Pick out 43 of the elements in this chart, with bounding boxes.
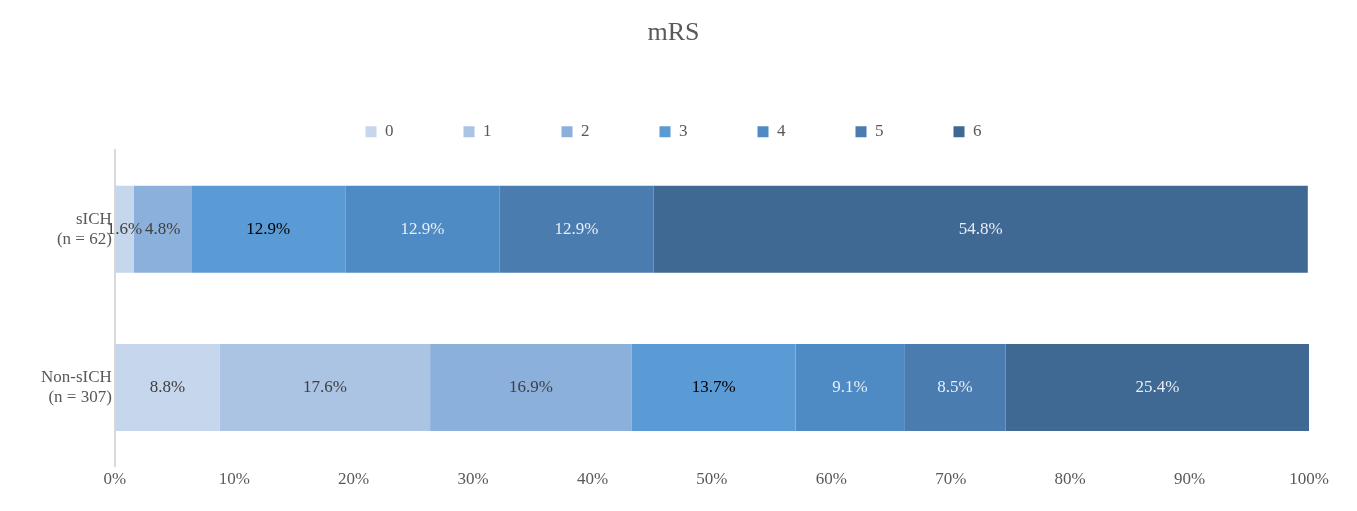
data-label: 54.8%: [958, 218, 1003, 238]
bar: [1005, 344, 1309, 432]
legend-label: 1: [483, 121, 492, 141]
data-label: 12.9%: [554, 218, 599, 238]
data-label: 12.9%: [246, 218, 291, 238]
x-tick-label: 50%: [696, 469, 728, 489]
x-tick-label: 20%: [338, 469, 370, 489]
legend-label: 0: [385, 121, 394, 141]
data-label: 25.4%: [1135, 376, 1180, 396]
data-label: 9.1%: [832, 376, 868, 396]
data-label: 13.7%: [691, 376, 736, 396]
bar: [904, 344, 1006, 432]
x-tick-label: 40%: [576, 469, 609, 489]
x-tick-label: 0%: [103, 469, 127, 489]
bar: [795, 344, 905, 432]
bar: [430, 344, 632, 432]
bar: [631, 344, 796, 432]
x-tick-label: 100%: [1289, 469, 1329, 489]
data-label: 12.9%: [400, 218, 445, 238]
x-tick-label: 70%: [935, 469, 967, 489]
legend-label: 6: [973, 121, 982, 141]
bar: [191, 185, 346, 273]
x-tick-label: 60%: [815, 469, 847, 489]
legend-label: 2: [581, 121, 590, 141]
bar: [653, 185, 1308, 273]
x-tick-label: 80%: [1054, 469, 1086, 489]
bar: [114, 344, 220, 432]
legend-label: 4: [777, 121, 786, 141]
data-label: 8.5%: [937, 376, 973, 396]
bar: [345, 185, 500, 273]
data-label: 4.8%: [144, 218, 181, 238]
bar: [219, 344, 431, 432]
data-label: 16.9%: [509, 376, 553, 396]
data-label: 17.6%: [303, 376, 347, 396]
legend-label: 5: [875, 121, 884, 141]
bar: [499, 185, 654, 273]
chart-title: mRS: [647, 17, 700, 47]
x-tick-label: 10%: [218, 469, 250, 489]
x-tick-label: 30%: [457, 469, 489, 489]
x-tick-label: 90%: [1174, 469, 1206, 489]
legend-label: 3: [679, 121, 688, 141]
y-tick-label: Non-sICH (n = 307): [40, 366, 112, 407]
data-label: 8.8%: [149, 376, 186, 396]
